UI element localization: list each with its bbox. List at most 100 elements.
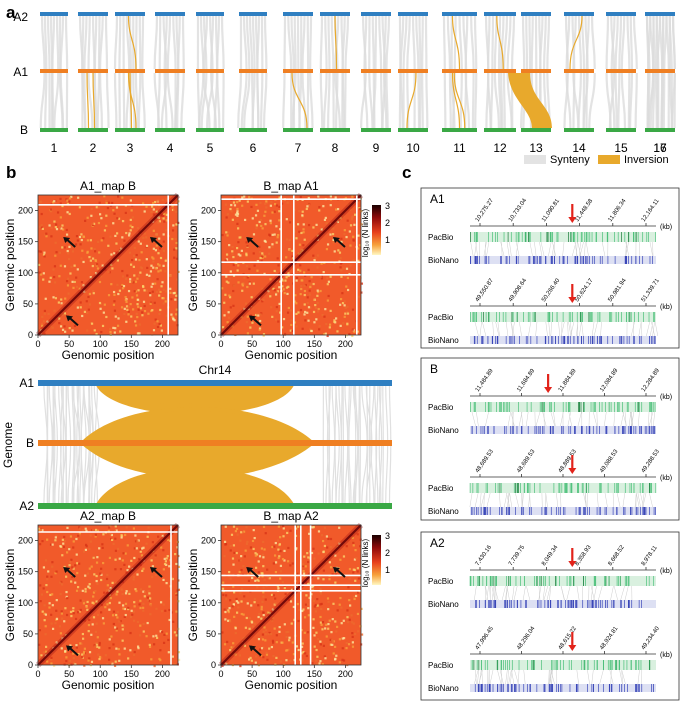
alignment-link [625, 241, 629, 257]
heatmap-cell [105, 577, 109, 581]
alignment-link [621, 669, 626, 685]
heatmap-cell [345, 545, 348, 548]
heatmap-cell [357, 234, 360, 237]
heatmap-cell [221, 287, 224, 290]
heatmap-cell [133, 547, 136, 550]
heatmap-cell [100, 567, 103, 570]
chr14-y-label: Genome [1, 422, 15, 468]
heatmap-cell [90, 247, 93, 250]
heatmap-cell [351, 195, 354, 198]
y-tick-label: 50 [23, 299, 33, 309]
heatmap-cell [268, 647, 271, 650]
alignment-link [515, 241, 519, 257]
heatmap-cell [260, 654, 263, 657]
heatmap-title: A2_map B [80, 509, 136, 523]
synteny-link [334, 72, 341, 129]
heatmap-cell [351, 215, 355, 218]
chromosome-number: 8 [332, 141, 339, 155]
heatmap-cell [108, 601, 111, 605]
alignment-link [539, 241, 543, 257]
synteny-link [382, 72, 388, 129]
heatmap-cell [92, 556, 95, 559]
heatmap-cell [65, 551, 69, 554]
heatmap-cell [121, 592, 124, 596]
heatmap-cell [299, 293, 302, 296]
heatmap-cell [151, 256, 154, 259]
chr-bar-a1 [320, 69, 350, 73]
heatmap-cell [152, 236, 155, 239]
heatmap-cell [127, 310, 130, 313]
heatmap-cell [54, 572, 57, 575]
heatmap-cell [221, 587, 225, 590]
synteny-link [470, 15, 475, 70]
heatmap-cell [243, 195, 246, 198]
heatmap-cell [101, 264, 104, 267]
heatmap-cell [164, 609, 167, 612]
chr-bar-b [484, 128, 516, 132]
heatmap-cell [121, 639, 124, 642]
heatmap-cell [346, 310, 349, 313]
heatmap-cell [38, 263, 41, 267]
heatmap-cell [224, 293, 227, 296]
heatmap-cell [134, 280, 138, 283]
heatmap-cell [51, 543, 54, 546]
heatmap-cell [61, 617, 64, 620]
heatmap-cell [227, 231, 230, 234]
synteny-link [76, 442, 80, 507]
heatmap-cell [50, 622, 53, 625]
synteny-link [73, 442, 76, 507]
heatmap-cell [150, 559, 153, 562]
legend-inversion-swatch [598, 155, 620, 164]
heatmap-cell [90, 565, 93, 568]
heatmap-cell [121, 220, 125, 223]
heatmap-cell [265, 651, 268, 654]
heatmap-cell [152, 266, 155, 269]
red-arrow-head-icon [568, 217, 577, 223]
heatmap-cell [137, 240, 140, 243]
heatmap-cell [226, 234, 229, 237]
heatmap-cell [148, 292, 152, 295]
heatmap-cell [163, 562, 167, 566]
synteny-link [340, 442, 343, 507]
heatmap-cell [87, 630, 90, 633]
heatmap-cell [89, 275, 92, 279]
heatmap-cell [313, 645, 316, 648]
synteny-link [98, 15, 104, 70]
heatmap-cell [351, 328, 354, 331]
heatmap-cell [76, 562, 79, 565]
heatmap-cell [249, 326, 252, 329]
heatmap-cell [269, 222, 272, 225]
synteny-link [372, 72, 377, 129]
alignment-link [510, 411, 515, 427]
synteny-link [521, 15, 526, 70]
heatmap-frame [37, 194, 179, 336]
heatmap-cell [320, 623, 323, 627]
heatmap-cell [272, 287, 275, 290]
heatmap-cell [136, 303, 139, 306]
heatmap-cell [166, 538, 170, 542]
heatmap-cell [112, 622, 115, 626]
alignment-link [495, 321, 500, 337]
heatmap-cell [75, 646, 78, 649]
alignment-link [631, 321, 635, 337]
heatmap-cell [42, 253, 46, 256]
alignment-link [587, 669, 590, 685]
heatmap-title: B_map A2 [263, 509, 319, 523]
heatmap-cell [87, 585, 90, 588]
heatmap-cell [68, 564, 71, 567]
genome-label-a1: A1 [13, 65, 28, 79]
heatmap-cell [51, 561, 54, 564]
heatmap-cell [52, 268, 55, 271]
alignment-link [622, 492, 626, 508]
heatmap-cell [352, 568, 355, 571]
alignment-link [509, 492, 513, 508]
heatmap-cell [48, 606, 51, 609]
pacbio-track [470, 232, 656, 242]
heatmap-cell [351, 645, 355, 648]
heatmap-cell [93, 573, 96, 576]
panel-b: b A1_map B005050100100150150200200Genomi… [1, 163, 392, 692]
heatmap-cell [81, 589, 84, 592]
heatmap-cell [168, 565, 171, 568]
heatmap-cell [128, 592, 131, 595]
colorbar-tick: 1 [385, 565, 390, 575]
